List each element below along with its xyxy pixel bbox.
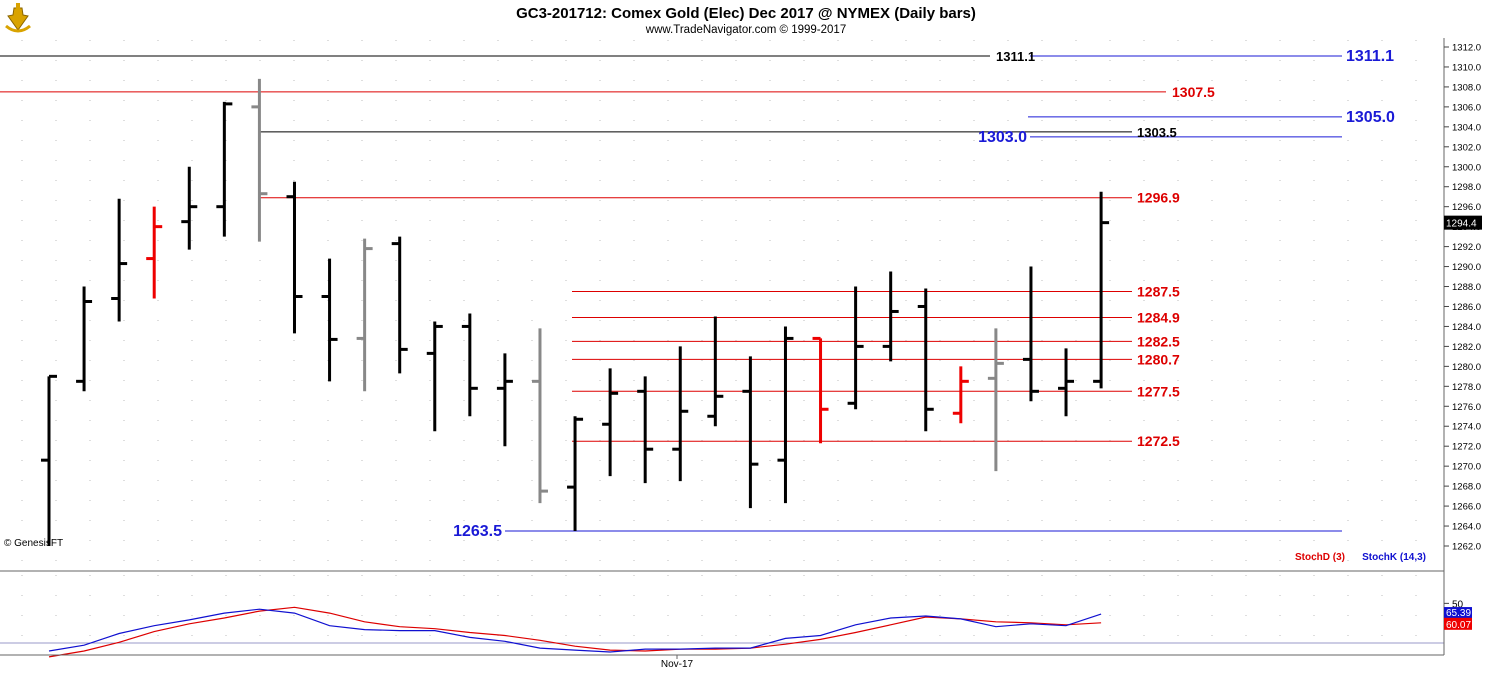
ohlc-bar (882, 271, 899, 362)
ohlc-bar (812, 336, 829, 444)
level-label: 1280.7 (1137, 351, 1180, 367)
ohlc-bar (496, 353, 513, 447)
stoch-lines (48, 606, 1102, 658)
y-axis-tick-label: 1288.0 (1452, 282, 1481, 293)
y-axis-tick-label: 1310.0 (1452, 62, 1481, 73)
y-axis-tick-label: 1272.0 (1452, 442, 1481, 453)
y-axis-tick-label: 1292.0 (1452, 242, 1481, 253)
chart-subtitle: www.TradeNavigator.com © 1999-2017 (645, 24, 846, 36)
ohlc-bar (531, 328, 548, 504)
stoch-d-legend: StochD (3) (1295, 552, 1345, 563)
price-levels (0, 55, 1342, 532)
ohlc-bar (952, 366, 969, 424)
level-label: 1303.5 (1137, 125, 1177, 140)
y-axis-tick-label: 1302.0 (1452, 142, 1481, 153)
ohlc-bar (917, 288, 934, 432)
y-axis-tick-label: 1312.0 (1452, 43, 1481, 54)
ohlc-bar (356, 238, 373, 392)
ohlc-bar (181, 166, 198, 250)
ohlc-bar (251, 78, 268, 242)
y-axis-tick-label: 1306.0 (1452, 102, 1481, 113)
y-axis-tick-label: 1278.0 (1452, 382, 1481, 393)
ohlc-bar (742, 356, 759, 509)
price-y-axis: 1312.0 1310.0 1308.0 1306.0 1304.0 1302.0 1300… (1444, 43, 1482, 553)
level-label: 1284.9 (1137, 309, 1180, 325)
ohlc-bar (461, 313, 478, 417)
stoch-k-legend: StochK (14,3) (1362, 552, 1426, 563)
ohlc-bar (1022, 266, 1039, 402)
ohlc-bar (707, 316, 724, 427)
price-bars (41, 78, 1110, 546)
ohlc-bar (672, 346, 689, 482)
ohlc-bar (426, 321, 443, 432)
ohlc-bar (76, 286, 93, 392)
level-label: 1307.5 (1172, 84, 1215, 100)
ohlc-bar (777, 326, 794, 504)
level-label: 1272.5 (1137, 433, 1180, 449)
y-axis-tick-label: 1280.0 (1452, 362, 1481, 373)
level-label: 1311.1 (996, 49, 1035, 64)
y-axis-tick-label: 1300.0 (1452, 162, 1481, 173)
watermark: © GenesisFT (4, 538, 63, 549)
stoch-axis-tick-label: 50 (1452, 599, 1464, 610)
ohlc-bar (41, 374, 57, 546)
stoch-panel (0, 575, 1444, 658)
stoch-k-line (48, 608, 1102, 653)
stoch-grid (0, 575, 1444, 654)
y-axis-tick-label: 1284.0 (1452, 322, 1481, 333)
y-axis-tick-label: 1290.0 (1452, 262, 1481, 273)
ohlc-bar (321, 258, 338, 382)
ohlc-bar (111, 198, 128, 322)
level-labels: 1311.1 1311.1 1307.5 1305.0 1303.5 1303.0 1296… (453, 48, 1395, 540)
stoch-d-tag-label: 60.07 (1446, 620, 1471, 631)
level-label: 1263.5 (453, 523, 502, 540)
stoch-k-tag (1444, 607, 1472, 619)
level-label: 1303.0 (978, 129, 1027, 146)
ohlc-bar (602, 368, 619, 477)
level-label: 1287.5 (1137, 284, 1180, 300)
chart-title: GC3-201712: Comex Gold (Elec) Dec 2017 @… (516, 5, 976, 22)
level-label: 1311.1 (1346, 48, 1394, 65)
y-axis-tick-label: 1296.0 (1452, 202, 1481, 213)
ohlc-bar (216, 101, 233, 237)
y-axis-tick-label: 1264.0 (1452, 522, 1481, 533)
stoch-d-tag (1444, 617, 1472, 630)
x-axis-tick-label: Nov-17 (661, 659, 694, 670)
ohlc-bar (146, 206, 163, 299)
app-logo-icon (5, 3, 31, 33)
y-axis-tick-label: 1266.0 (1452, 502, 1481, 513)
ohlc-bar (847, 286, 864, 410)
y-axis-tick-label: 1262.0 (1452, 542, 1481, 553)
y-axis-tick-label: 1276.0 (1452, 402, 1481, 413)
y-axis-tick-label: 1298.0 (1452, 182, 1481, 193)
ohlc-bar (1093, 191, 1110, 389)
y-axis-tick-label: 1308.0 (1452, 82, 1481, 93)
ohlc-bar (391, 236, 408, 374)
ohlc-bar (637, 376, 654, 484)
y-axis-tick-label: 1268.0 (1452, 482, 1481, 493)
ohlc-bar (567, 416, 584, 532)
ohlc-bar (987, 328, 1004, 472)
ohlc-bar (286, 181, 303, 334)
last-price-tag (1444, 215, 1482, 230)
price-panel: 1311.1 1311.1 1307.5 1305.0 1303.5 1303.0 1296… (0, 38, 1444, 568)
last-price-label: 1294.4 (1446, 219, 1477, 230)
y-axis-tick-label: 1282.0 (1452, 342, 1481, 353)
stoch-d-line (48, 606, 1102, 658)
level-label: 1282.5 (1137, 333, 1180, 349)
header-band (0, 0, 1492, 37)
level-label: 1296.9 (1137, 190, 1180, 206)
level-label: 1277.5 (1137, 383, 1180, 399)
stoch-k-tag-label: 65.39 (1446, 608, 1471, 619)
y-axis-tick-label: 1304.0 (1452, 122, 1481, 133)
y-axis-tick-label: 1270.0 (1452, 462, 1481, 473)
y-axis-tick-label: 1274.0 (1452, 422, 1481, 433)
ohlc-bar (1058, 348, 1075, 417)
price-grid (21, 40, 1417, 568)
level-label: 1305.0 (1346, 109, 1395, 126)
y-axis-tick-label: 1286.0 (1452, 302, 1481, 313)
